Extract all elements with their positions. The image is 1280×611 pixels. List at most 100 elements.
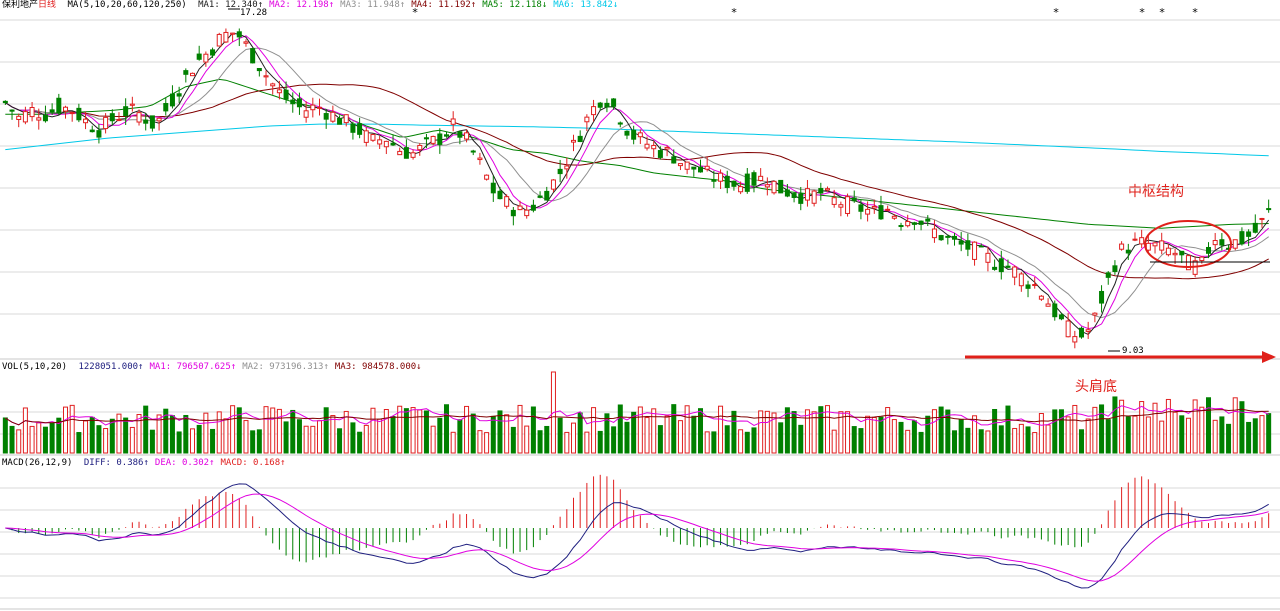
price-panel-header: 保利地产日线 MA(5,10,20,60,120,250) MA1: 12.34… [2, 0, 630, 11]
volume-bar [176, 431, 182, 454]
candle-body [851, 197, 857, 202]
candle-body [276, 89, 282, 94]
volume-bar [1012, 427, 1018, 454]
volume-bar [497, 410, 503, 454]
volume-bar [276, 408, 282, 454]
volume-bar [1159, 420, 1165, 454]
candle-body [403, 147, 409, 159]
candle-body [1072, 336, 1078, 343]
candle-body [256, 68, 262, 72]
volume-bar [911, 420, 917, 454]
volume-bar [263, 406, 269, 454]
volume-bar [951, 430, 958, 454]
candle-body [604, 102, 610, 108]
candle-body [1139, 237, 1145, 245]
candle-body [337, 117, 343, 125]
volume-bar [310, 425, 316, 454]
event-star-icon: * [1053, 6, 1060, 19]
candle-body [1266, 208, 1272, 211]
volume-bar [711, 431, 717, 454]
candle-body [149, 115, 155, 129]
candle-body [477, 157, 483, 161]
candle-body [865, 208, 871, 215]
volume-bar [49, 422, 55, 454]
volume-bar [89, 416, 95, 454]
candle-body [36, 117, 42, 121]
volume-bar [1246, 421, 1252, 454]
candle-body [591, 106, 597, 116]
candle-body [804, 188, 810, 201]
volume-bar [591, 407, 597, 454]
volume-bar [537, 430, 543, 454]
volume-bar [784, 407, 790, 454]
volume-bar [577, 412, 583, 454]
candle-body [357, 123, 363, 135]
volume-bar [1045, 424, 1051, 454]
candle-body [183, 70, 189, 75]
volume-bar [905, 429, 911, 454]
volume-legend-item: MA3: 984578.000↓ [334, 362, 422, 372]
volume-bar [697, 408, 704, 454]
candle-body [978, 245, 984, 248]
candle-body [945, 235, 951, 238]
candle-body [838, 204, 844, 208]
volume-bar [871, 417, 877, 454]
candle-body [196, 53, 202, 60]
volume-bar [256, 429, 262, 454]
macd-params: MACD(26,12,9) [2, 458, 73, 468]
volume-bar [1072, 404, 1078, 454]
candle-body [490, 182, 496, 194]
candle-body [537, 195, 543, 198]
volume-bar [196, 424, 202, 454]
volume-bar [1065, 416, 1071, 454]
candle-body [1199, 256, 1205, 262]
candle-body [450, 118, 456, 125]
candle-body [370, 134, 376, 141]
period-label[interactable]: 日线 [38, 0, 57, 10]
candle-body [109, 113, 115, 122]
volume-bar [143, 405, 149, 454]
volume-bar [1172, 411, 1178, 454]
candle-body [637, 132, 643, 138]
volume-legend-item: MA2: 973196.313↑ [242, 362, 329, 372]
volume-bar [383, 409, 389, 454]
macd-diff-line [5, 483, 1269, 589]
volume-bar [744, 431, 750, 454]
volume-bar [1119, 399, 1125, 454]
candle-body [798, 193, 804, 204]
volume-bar [1125, 416, 1131, 454]
volume-bar [677, 420, 683, 454]
candle-body [524, 209, 530, 217]
candle-body [925, 218, 931, 222]
candle-body [9, 109, 15, 112]
candle-body [1018, 273, 1024, 287]
candle-body [570, 139, 577, 143]
volume-bar [657, 425, 663, 454]
ma-params: MA(5,10,20,60,120,250) [67, 0, 187, 10]
volume-bar [1005, 405, 1011, 454]
volume-bar [109, 418, 115, 454]
volume-bar [1132, 415, 1138, 454]
candle-body [397, 150, 403, 156]
candle-body [1045, 303, 1051, 307]
volume-bar [564, 431, 570, 454]
candle-body [911, 222, 917, 225]
volume-bar [123, 417, 129, 454]
volume-bar [1078, 429, 1085, 454]
candle-body [1246, 231, 1252, 237]
candle-body [316, 106, 323, 109]
candle-body [858, 204, 864, 212]
volume-legend-item: 1228051.000↑ [78, 362, 144, 372]
candle-body [1159, 240, 1165, 251]
event-star-icon: * [412, 6, 419, 19]
volume-bar [831, 429, 837, 454]
volume-bar [724, 425, 730, 454]
volume-bar [731, 410, 737, 454]
volume-bar [738, 429, 744, 454]
volume-bar [203, 412, 209, 454]
volume-bar [958, 419, 964, 454]
candle-body [470, 150, 476, 153]
macd-legend-item: MACD: 0.168↑ [220, 458, 286, 468]
candle-body [951, 235, 958, 240]
